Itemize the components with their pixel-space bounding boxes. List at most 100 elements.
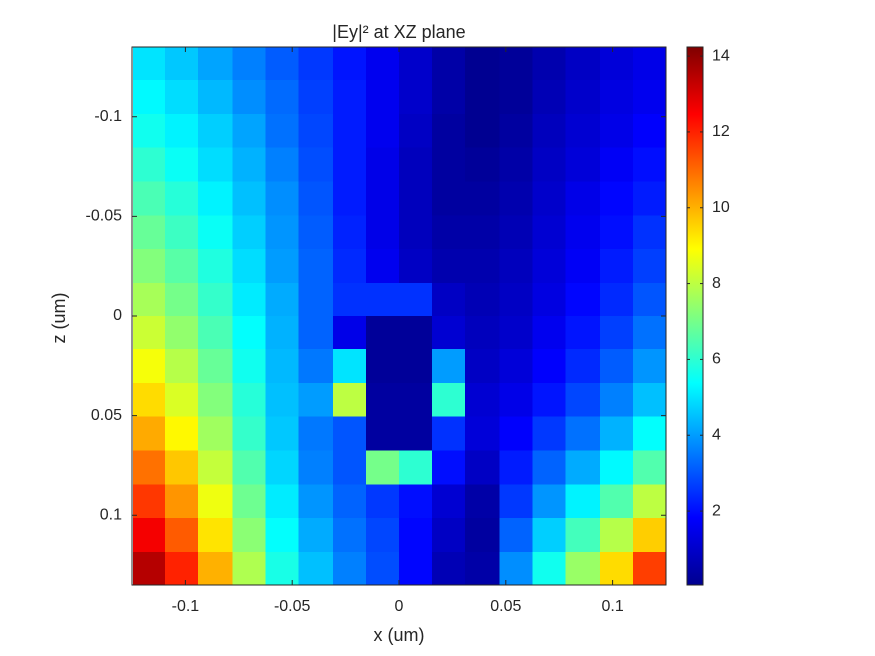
- heatmap-cell: [298, 47, 334, 81]
- heatmap-cell: [632, 316, 666, 350]
- y-tick-label: 0.05: [91, 407, 122, 424]
- heatmap-cell: [599, 518, 634, 553]
- heatmap-cell: [265, 382, 300, 418]
- heatmap-cell: [133, 147, 166, 182]
- heatmap-cell: [565, 215, 601, 250]
- heatmap-cell: [165, 181, 199, 216]
- heatmap-cell: [565, 47, 601, 81]
- heatmap-cell: [599, 484, 634, 519]
- heatmap-cell: [365, 249, 400, 284]
- heatmap-cell: [365, 518, 400, 553]
- heatmap-cell: [298, 416, 334, 451]
- heatmap-cell: [399, 113, 433, 149]
- heatmap-cell: [165, 382, 199, 418]
- heatmap-cell: [332, 249, 367, 284]
- heatmap-cell: [133, 215, 166, 250]
- heatmap-cell: [198, 181, 233, 216]
- heatmap-cell: [365, 283, 400, 317]
- colorbar-tick-label: 8: [712, 275, 721, 292]
- heatmap-cell: [599, 283, 634, 317]
- heatmap-cell: [432, 113, 466, 149]
- heatmap-cell: [265, 348, 300, 384]
- heatmap-cell: [465, 552, 500, 586]
- heatmap-cell: [399, 79, 433, 115]
- heatmap-cell: [399, 416, 433, 451]
- heatmap-cell: [499, 518, 533, 553]
- heatmap-cell: [332, 79, 367, 115]
- heatmap-cell: [565, 416, 601, 451]
- heatmap-cell: [133, 283, 166, 317]
- heatmap-cell: [265, 215, 300, 250]
- heatmap-cell: [499, 552, 533, 586]
- heatmap-cell: [432, 552, 466, 586]
- heatmap-cell: [632, 382, 666, 418]
- heatmap-cell: [632, 283, 666, 317]
- heatmap-cell: [198, 215, 233, 250]
- heatmap-cell: [532, 348, 567, 384]
- heatmap-cell: [365, 316, 400, 350]
- y-tick-label: -0.1: [94, 108, 122, 125]
- heatmap-cell: [232, 484, 266, 519]
- heatmap-cell: [632, 518, 666, 553]
- heatmap-cell: [165, 416, 199, 451]
- heatmap-cell: [499, 147, 533, 182]
- heatmap-cell: [532, 518, 567, 553]
- heatmap-cell: [332, 181, 367, 216]
- heatmap-cell: [432, 316, 466, 350]
- heatmap-cell: [432, 147, 466, 182]
- heatmap-cell: [265, 450, 300, 485]
- heatmap-cell: [432, 416, 466, 451]
- heatmap-cell: [565, 181, 601, 216]
- heatmap-cell: [165, 484, 199, 519]
- heatmap-cell: [465, 348, 500, 384]
- heatmap-cell: [298, 249, 334, 284]
- x-tick-label: 0: [395, 598, 404, 615]
- heatmap-cell: [198, 79, 233, 115]
- heatmap-cell: [465, 316, 500, 350]
- heatmap-cell: [232, 518, 266, 553]
- heatmap-cell: [399, 382, 433, 418]
- heatmap-cell: [399, 552, 433, 586]
- heatmap-cell: [265, 79, 300, 115]
- heatmap-cell: [298, 348, 334, 384]
- heatmap-cell: [399, 518, 433, 553]
- heatmap-cell: [232, 450, 266, 485]
- heatmap-cell: [232, 47, 266, 81]
- heatmap-cell: [632, 181, 666, 216]
- heatmap-cell: [332, 348, 367, 384]
- heatmap-cell: [165, 147, 199, 182]
- colorbar-tick-label: 4: [712, 426, 721, 443]
- heatmap-cell: [499, 249, 533, 284]
- heatmap-cell: [632, 249, 666, 284]
- heatmap-cell: [198, 416, 233, 451]
- heatmap-cell: [198, 316, 233, 350]
- heatmap-cell: [232, 316, 266, 350]
- heatmap-cell: [632, 416, 666, 451]
- heatmap-cell: [133, 249, 166, 284]
- heatmap-cell: [565, 249, 601, 284]
- colorbar-tick-label: 6: [712, 351, 721, 368]
- heatmap-cell: [465, 113, 500, 149]
- heatmap-cell: [499, 113, 533, 149]
- heatmap-cell: [399, 283, 433, 317]
- heatmap-cell: [298, 552, 334, 586]
- heatmap-cell: [499, 316, 533, 350]
- heatmap-cell: [198, 450, 233, 485]
- heatmap-cell: [198, 484, 233, 519]
- heatmap-cell: [298, 518, 334, 553]
- heatmap-cell: [265, 283, 300, 317]
- heatmap-cell: [298, 113, 334, 149]
- heatmap-cell: [365, 484, 400, 519]
- heatmap-cell: [198, 113, 233, 149]
- heatmap-cell: [599, 316, 634, 350]
- heatmap-cell: [465, 518, 500, 553]
- heatmap-cell: [365, 416, 400, 451]
- heatmap-cell: [399, 450, 433, 485]
- heatmap-cell: [599, 47, 634, 81]
- heatmap-cell: [399, 215, 433, 250]
- heatmap-cell: [332, 215, 367, 250]
- heatmap-cell: [265, 416, 300, 451]
- heatmap-cell: [332, 316, 367, 350]
- heatmap-cell: [332, 283, 367, 317]
- heatmap-cell: [133, 113, 166, 149]
